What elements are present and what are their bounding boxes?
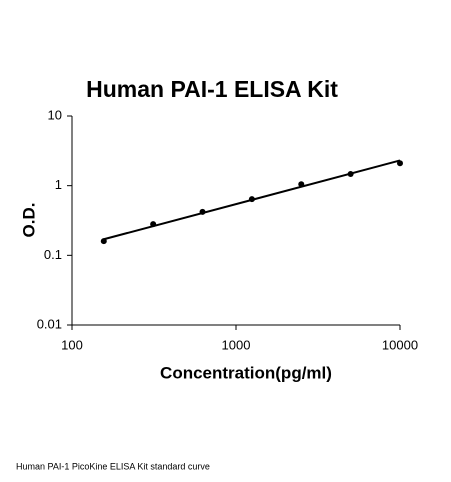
- x-tick-label: 1000: [222, 337, 251, 352]
- data-point: [397, 160, 403, 167]
- y-tick-label: 0.1: [44, 247, 62, 262]
- data-point: [150, 221, 157, 228]
- data-point: [100, 238, 107, 245]
- x-axis-label: Concentration(pg/ml): [160, 363, 332, 382]
- caption: Human PAI-1 PicoKine ELISA Kit standard …: [16, 461, 210, 471]
- chart-title: Human PAI-1 ELISA Kit: [86, 76, 338, 102]
- data-point: [248, 196, 255, 203]
- y-tick-label: 0.01: [37, 316, 62, 331]
- x-tick-label: 10000: [382, 337, 418, 352]
- data-point: [199, 208, 206, 215]
- y-axis-label: O.D.: [19, 203, 38, 238]
- x-tick-label: 100: [61, 337, 83, 352]
- y-tick-label: 10: [48, 107, 62, 122]
- data-point: [347, 171, 354, 178]
- y-tick-label: 1: [55, 177, 62, 192]
- data-point: [298, 181, 305, 188]
